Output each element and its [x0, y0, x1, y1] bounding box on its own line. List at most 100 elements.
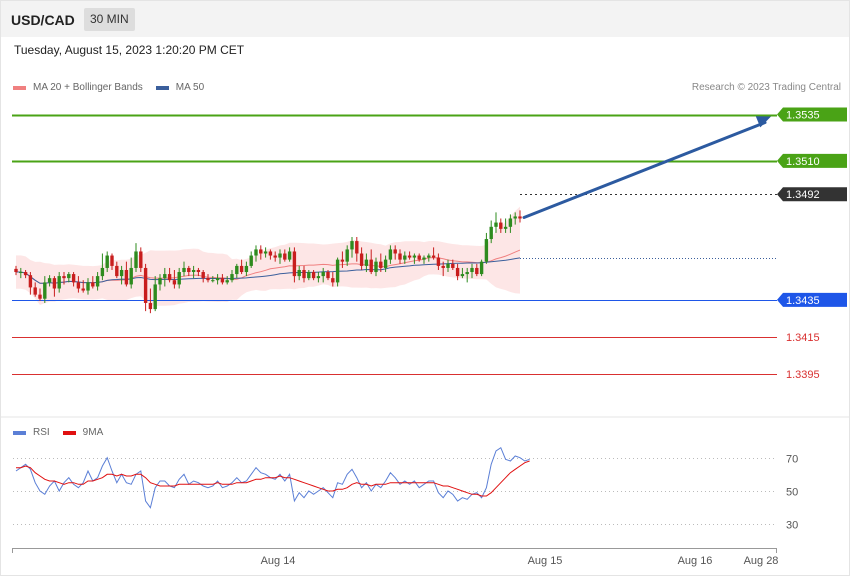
candle [499, 218, 503, 233]
level-tag-text-1.3492: 1.3492 [786, 189, 820, 201]
candle [407, 251, 412, 260]
candle-body [398, 253, 402, 260]
candle [177, 267, 181, 289]
candle [321, 267, 325, 283]
candle-body [230, 274, 234, 281]
candle-body [326, 272, 330, 279]
candle [67, 272, 71, 283]
candle [119, 265, 124, 285]
candle-body [115, 265, 119, 277]
candle-body [359, 253, 364, 266]
candle [345, 245, 349, 266]
candle [287, 247, 292, 262]
candle [182, 261, 186, 277]
price-legend: MA 20 + Bollinger Bands MA 50 [13, 82, 204, 93]
candle [489, 220, 493, 244]
candle [364, 253, 369, 273]
candle [100, 253, 105, 281]
candle [331, 272, 335, 287]
candle [374, 257, 378, 277]
candle [263, 247, 268, 258]
candle-body [446, 263, 450, 268]
candle-body [287, 251, 292, 260]
candle [388, 245, 393, 264]
candle [47, 275, 52, 287]
candle-body [503, 226, 508, 229]
candle [379, 253, 383, 273]
candle-body [302, 269, 306, 279]
candle-body [47, 278, 52, 283]
candle [268, 249, 273, 260]
rsi-tick-label: 70 [786, 454, 798, 466]
candle-body [172, 280, 177, 285]
rsi-legend-label: RSI [33, 427, 50, 438]
candle [470, 263, 474, 279]
candle [460, 267, 465, 279]
candle [124, 261, 129, 287]
candle-body [244, 265, 249, 273]
candle-body [139, 251, 143, 268]
candle-body [364, 259, 369, 266]
candle [446, 259, 450, 273]
candle-body [177, 272, 181, 285]
timeframe-badge[interactable]: 30 MIN [84, 8, 135, 31]
candle-body [451, 263, 455, 268]
candle [52, 276, 57, 297]
research-credit: Research © 2023 Trading Central [691, 82, 841, 93]
candle-body [412, 255, 417, 258]
candle [441, 261, 445, 277]
candle-body [489, 226, 493, 240]
candle [143, 263, 148, 312]
candle [86, 278, 90, 295]
candle-body [518, 216, 522, 219]
candle [451, 259, 455, 270]
candle [494, 212, 498, 233]
candle-body [311, 272, 316, 279]
candle [201, 269, 205, 283]
candle-body [119, 269, 124, 277]
candle [134, 243, 138, 273]
candle-body [283, 253, 287, 260]
ma50-legend-label: MA 50 [175, 82, 205, 93]
candle-body [441, 265, 445, 268]
candle-body [23, 272, 28, 276]
candle [513, 212, 517, 225]
candle [62, 272, 66, 285]
candle-body [292, 251, 297, 277]
candle-body [215, 278, 220, 281]
forecast-arrow-head [755, 116, 771, 128]
candle-body [403, 255, 407, 260]
candle [191, 265, 196, 279]
candle [129, 257, 133, 289]
candle-body [345, 249, 349, 262]
candle [158, 274, 162, 291]
candle [239, 259, 244, 275]
candle [475, 263, 479, 277]
candle [91, 276, 95, 289]
ma50-line [16, 257, 521, 284]
candle-body [465, 272, 469, 275]
candle-body [475, 267, 479, 275]
rsi9ma-legend-label: 9MA [82, 427, 104, 438]
candle-body [95, 276, 100, 287]
rsi9ma-legend-swatch [62, 430, 76, 435]
candle [283, 249, 287, 262]
ma20-legend-swatch [13, 85, 26, 90]
bollinger-band [16, 206, 520, 306]
rsi-legend-swatch [13, 430, 26, 435]
rsi-9ma-line [16, 460, 530, 497]
level-tag-1.3535 [777, 107, 847, 122]
ma20-legend-label: MA 20 + Bollinger Bands [33, 82, 143, 93]
level-tag-text-1.3510: 1.3510 [786, 156, 820, 168]
candle-body [167, 274, 172, 281]
candle-body [479, 261, 484, 275]
candle-body [407, 255, 412, 258]
candle [196, 267, 201, 277]
candle [479, 259, 484, 277]
candle [105, 251, 109, 273]
candle-body [43, 282, 47, 299]
candle-body [297, 269, 301, 277]
candle-body [355, 241, 359, 254]
candle [292, 247, 297, 283]
